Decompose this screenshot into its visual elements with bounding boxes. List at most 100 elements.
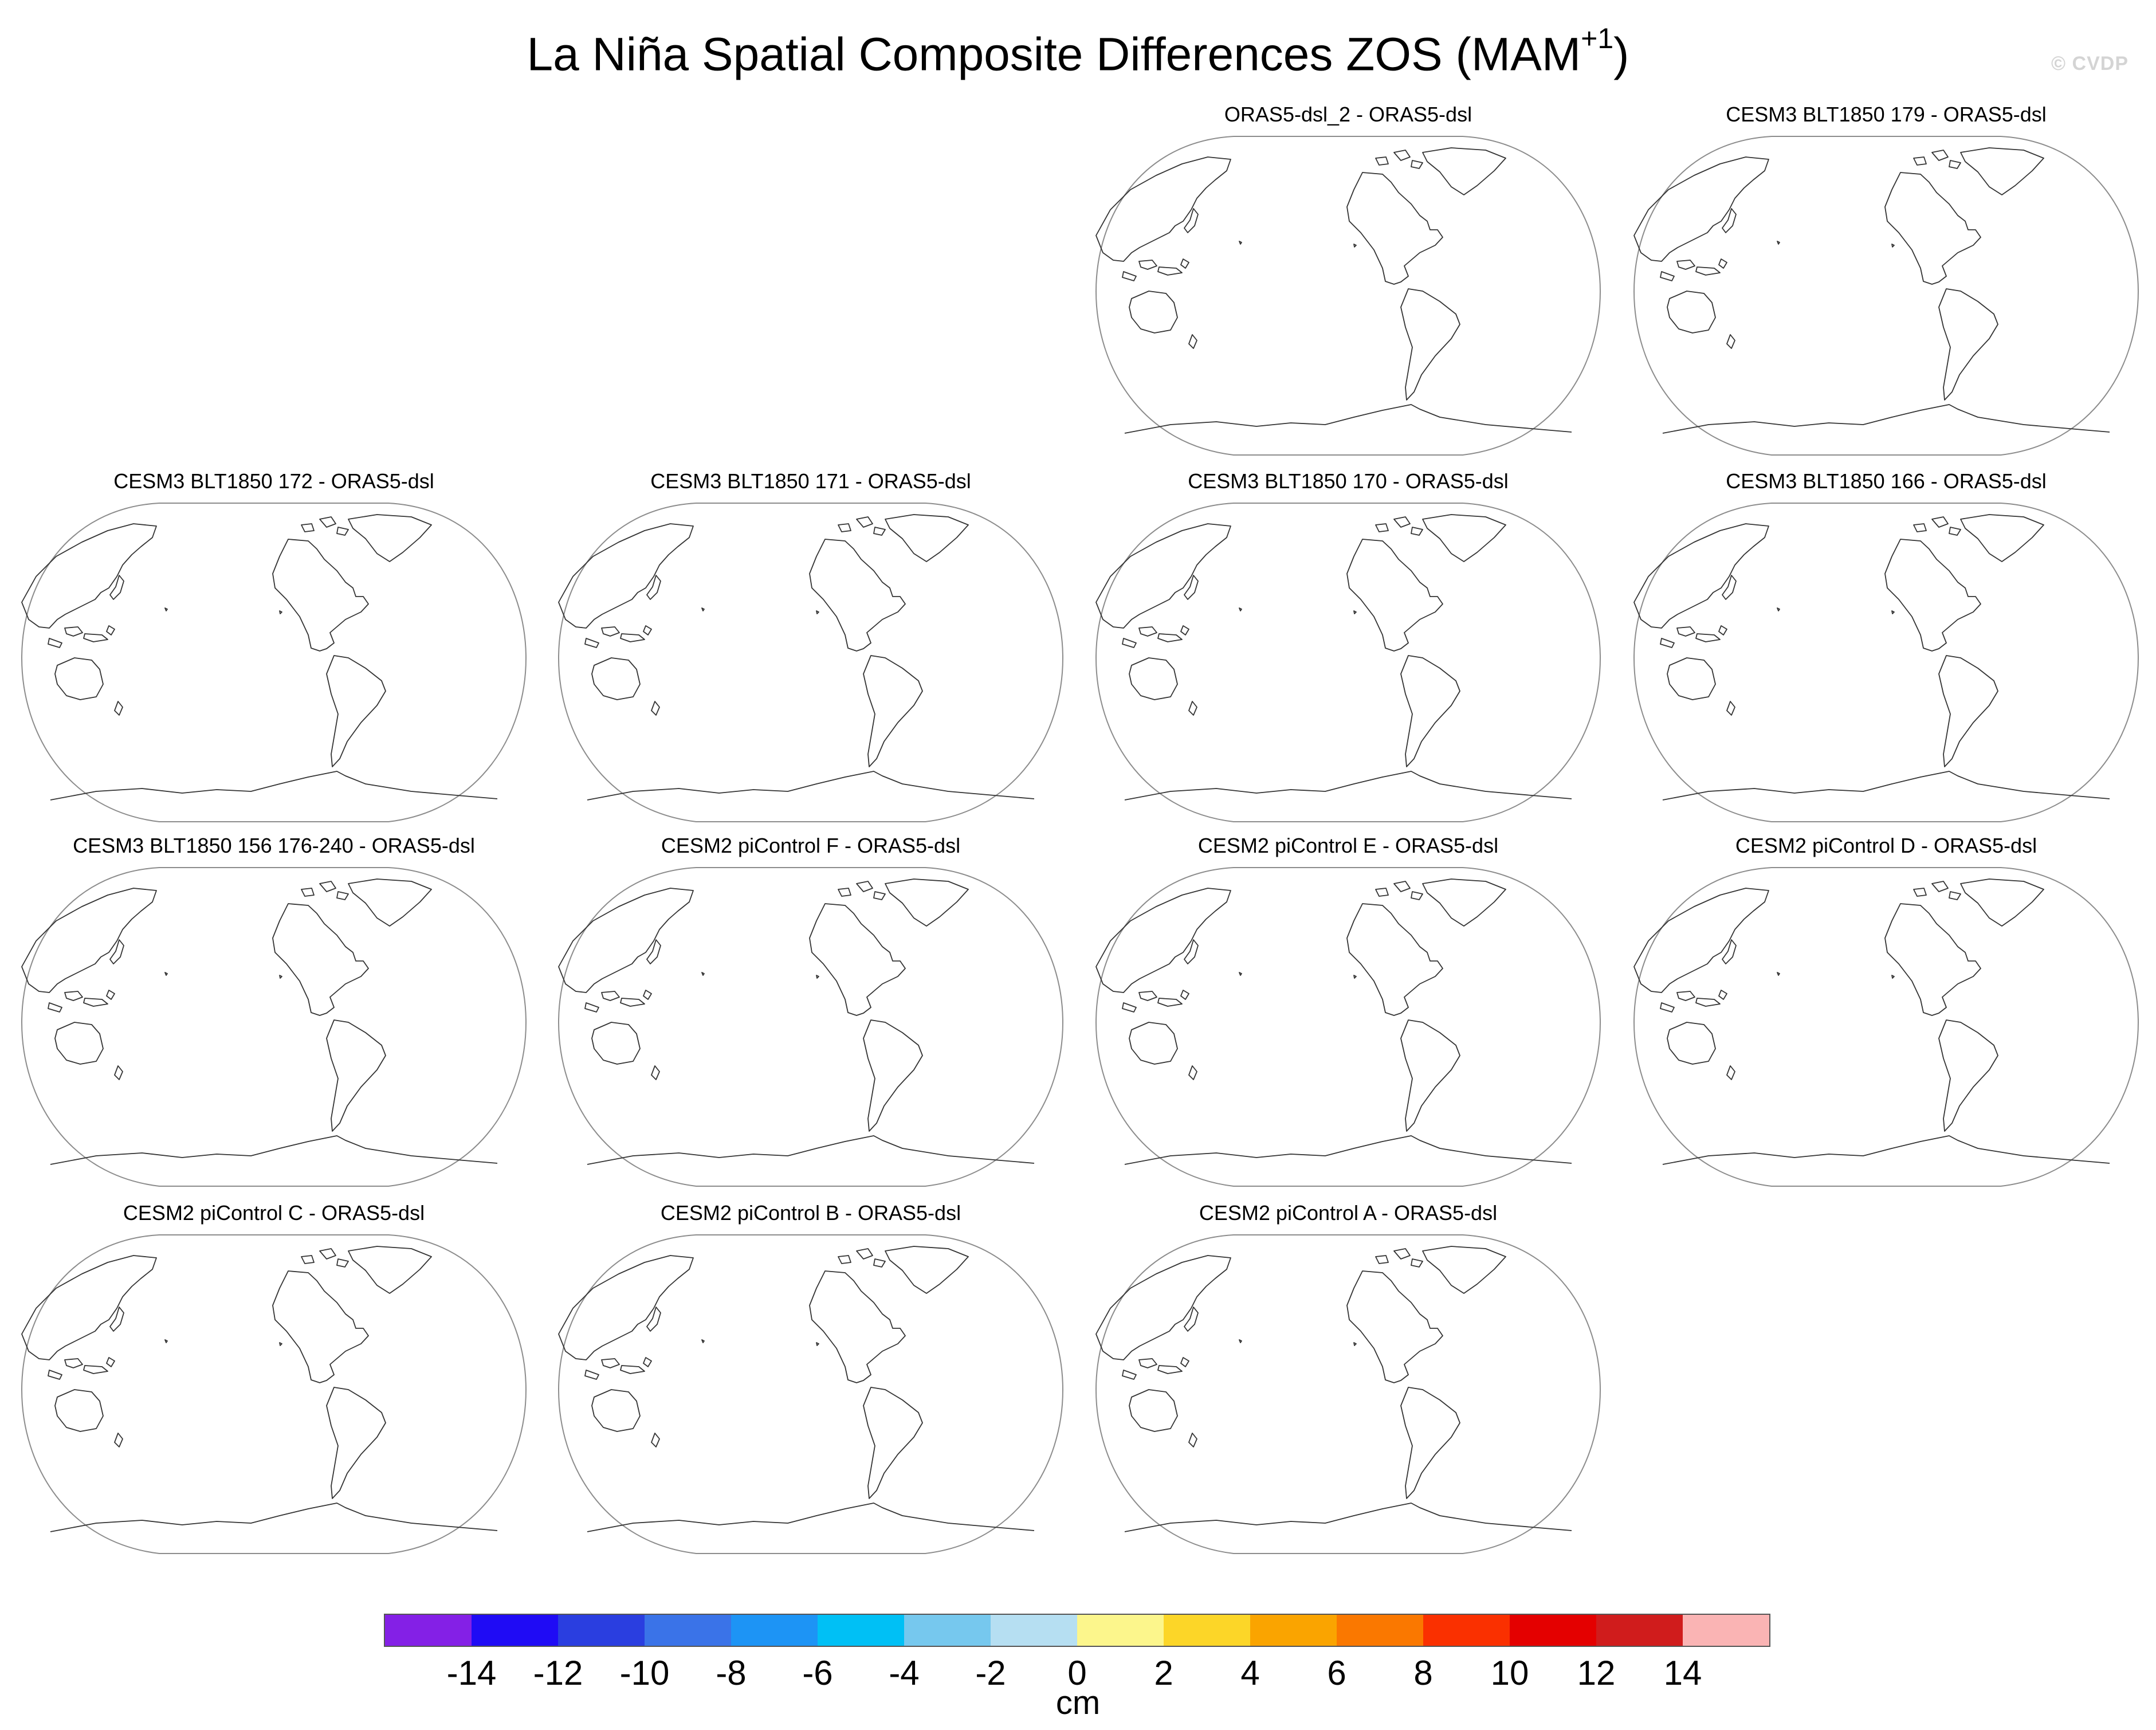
map-projection-border xyxy=(1095,503,1601,822)
coastline xyxy=(83,633,108,642)
coastline xyxy=(1722,939,1737,964)
coastline xyxy=(64,991,83,1001)
coastline xyxy=(620,1365,645,1374)
coastline xyxy=(1633,523,1769,629)
coastline xyxy=(863,1387,923,1499)
coastline xyxy=(1913,888,1927,897)
colorbar-tick-label: 14 xyxy=(1663,1654,1702,1692)
coastline xyxy=(1393,1248,1411,1260)
coastline xyxy=(1138,1358,1157,1368)
coastline xyxy=(336,891,349,900)
coastline xyxy=(1157,1365,1183,1374)
coastline xyxy=(1931,150,1949,161)
coastline xyxy=(1931,516,1949,528)
coastline xyxy=(1660,638,1675,648)
coastline xyxy=(651,701,660,716)
coastline xyxy=(348,514,432,562)
coastline xyxy=(816,610,819,614)
coastline xyxy=(1960,147,2044,195)
colorbar-swatch xyxy=(991,1615,1077,1646)
coastline xyxy=(1411,1258,1423,1268)
panel-title: ORAS5-dsl_2 - ORAS5-dsl xyxy=(1224,103,1472,126)
coastline xyxy=(1400,655,1460,767)
map-projection-border xyxy=(558,1234,1063,1554)
map-panel: CESM2 piControl E - ORAS5-dsl xyxy=(1085,833,1612,1194)
coastline xyxy=(1124,404,1572,434)
coastline xyxy=(54,1389,104,1432)
coastline xyxy=(1375,1255,1389,1264)
coastline xyxy=(584,638,599,648)
colorbar-swatch xyxy=(904,1615,991,1646)
coastline xyxy=(1913,523,1927,532)
coastline xyxy=(873,891,886,900)
world-map xyxy=(1095,867,1601,1187)
coastline xyxy=(1122,271,1137,281)
coastline xyxy=(838,523,851,532)
coastline xyxy=(1949,527,1961,536)
coastline xyxy=(1949,160,1961,169)
coastline xyxy=(1184,208,1199,233)
coastline xyxy=(873,527,886,536)
coastline xyxy=(1695,633,1721,642)
coastline xyxy=(591,657,641,700)
coastline xyxy=(1184,939,1199,964)
map-panel: CESM3 BLT1850 171 - ORAS5-dsl xyxy=(547,469,1074,830)
panel-title: CESM3 BLT1850 166 - ORAS5-dsl xyxy=(1726,469,2047,493)
map-projection-border xyxy=(1633,136,2139,456)
coastline xyxy=(348,1246,432,1294)
coastline xyxy=(1891,244,1895,248)
colorbar-swatch xyxy=(1337,1615,1423,1646)
coastline xyxy=(1913,156,1927,166)
coastline xyxy=(1346,539,1443,652)
colorbar-tick-label: 6 xyxy=(1327,1654,1346,1692)
colorbar-tick-label: -12 xyxy=(533,1654,583,1692)
coastline xyxy=(651,1433,660,1447)
coastline xyxy=(1180,1357,1189,1367)
coastline xyxy=(1346,903,1443,1016)
coastline xyxy=(336,527,349,536)
coastline xyxy=(643,1357,652,1367)
map-panel: CESM2 piControl F - ORAS5-dsl xyxy=(547,833,1074,1194)
coastline xyxy=(838,1255,851,1264)
coastline xyxy=(1667,291,1716,334)
coastline xyxy=(164,972,168,976)
panel-title: CESM3 BLT1850 179 - ORAS5-dsl xyxy=(1726,103,2047,126)
coastline xyxy=(1180,625,1189,635)
coastline xyxy=(319,1248,336,1260)
coastline xyxy=(1375,156,1389,166)
colorbar xyxy=(384,1614,1770,1647)
coastline xyxy=(1239,241,1242,245)
coastline xyxy=(584,1370,599,1380)
coastline xyxy=(109,1307,124,1332)
coastline xyxy=(1157,998,1183,1007)
coastline xyxy=(54,657,104,700)
coastline xyxy=(1938,288,1998,401)
map-projection-border xyxy=(21,503,527,822)
coastline xyxy=(1129,291,1178,334)
colorbar-tick-label: -6 xyxy=(802,1654,833,1692)
colorbar-swatch xyxy=(731,1615,818,1646)
coastline xyxy=(1188,334,1197,349)
coastline xyxy=(1422,878,1506,927)
coastline xyxy=(1184,1307,1199,1332)
coastline xyxy=(1129,1022,1178,1065)
coastline xyxy=(1353,975,1357,979)
coastline xyxy=(1633,156,1769,262)
coastline xyxy=(587,1135,1035,1165)
coastline xyxy=(856,1248,873,1260)
world-map xyxy=(1095,1234,1601,1554)
colorbar-tick-label: 0 xyxy=(1067,1654,1087,1692)
colorbar-tick-label: 2 xyxy=(1154,1654,1173,1692)
coastline xyxy=(558,523,694,629)
coastline xyxy=(64,1358,83,1368)
map-panel: CESM3 BLT1850 179 - ORAS5-dsl xyxy=(1623,102,2150,463)
coastline xyxy=(587,771,1035,801)
credit-watermark: © CVDP xyxy=(2051,53,2128,74)
coastline xyxy=(885,878,969,927)
world-map xyxy=(1095,503,1601,822)
coastline xyxy=(1095,523,1231,629)
coastline xyxy=(1662,1135,2110,1165)
coastline xyxy=(1422,1246,1506,1294)
coastline xyxy=(1777,607,1780,611)
coastline xyxy=(1411,891,1423,900)
